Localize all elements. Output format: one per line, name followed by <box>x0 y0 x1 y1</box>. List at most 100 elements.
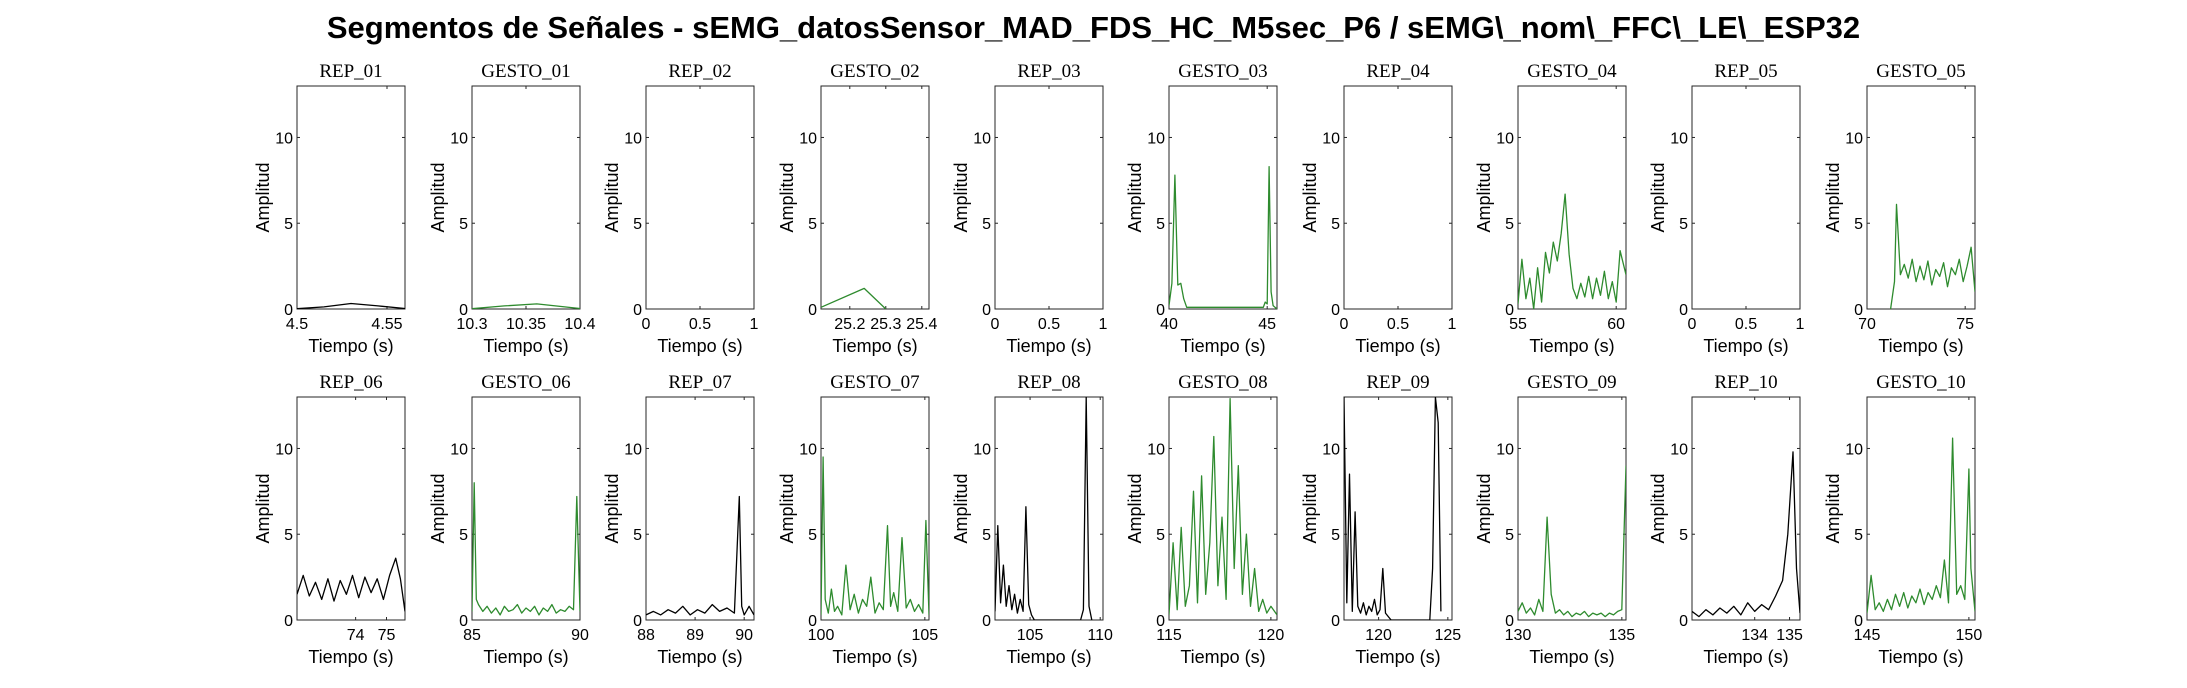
subplot-title: GESTO_01 <box>481 61 570 82</box>
x-tick-label: 90 <box>571 627 589 644</box>
y-tick-label: 5 <box>1505 527 1514 544</box>
y-tick-label: 10 <box>799 130 817 147</box>
y-tick-label: 0 <box>982 613 991 630</box>
y-axis-label: Amplitud <box>951 162 971 232</box>
x-axis-label: Tiempo (s) <box>1180 647 1265 667</box>
x-axis-label: Tiempo (s) <box>1006 647 1091 667</box>
y-tick-label: 10 <box>624 441 642 458</box>
y-tick-label: 5 <box>1505 216 1514 233</box>
y-tick-label: 0 <box>459 302 468 319</box>
x-axis-label: Tiempo (s) <box>1180 336 1265 356</box>
y-axis-label: Amplitud <box>1474 473 1494 543</box>
figure-title: Segmentos de Señales - sEMG_datosSensor_… <box>326 10 1861 45</box>
axes-box <box>1168 85 1278 310</box>
x-axis-label: Tiempo (s) <box>308 336 393 356</box>
x-tick-label: 145 <box>1854 627 1881 644</box>
x-axis-label: Tiempo (s) <box>308 647 393 667</box>
signal-line <box>297 557 405 612</box>
x-tick-label: 115 <box>1156 627 1182 644</box>
y-axis-label: Amplitud <box>428 473 448 543</box>
x-axis-label: Tiempo (s) <box>1878 336 1963 356</box>
x-tick-label: 25.4 <box>906 316 937 333</box>
x-tick-label: 0.5 <box>1038 316 1060 333</box>
x-tick-label: 110 <box>1087 627 1113 644</box>
axes-box <box>820 396 930 621</box>
y-tick-label: 10 <box>1845 441 1863 458</box>
x-axis-label: Tiempo (s) <box>657 647 742 667</box>
axes-box <box>1343 396 1453 621</box>
axes-box <box>820 85 930 310</box>
y-tick-label: 0 <box>1156 613 1165 630</box>
axes-box <box>1517 396 1627 621</box>
subplot-19: REP_10 134 135 0 5 10 Tiempo (s) Amplitud <box>1648 372 1803 667</box>
y-tick-label: 0 <box>1854 302 1863 319</box>
y-axis-label: Amplitud <box>602 162 622 232</box>
axes-box <box>1691 396 1801 621</box>
x-tick-label: 70 <box>1858 316 1876 333</box>
x-tick-label: 89 <box>686 627 704 644</box>
y-tick-label: 5 <box>1331 527 1340 544</box>
y-tick-label: 5 <box>633 216 642 233</box>
x-tick-label: 25.2 <box>834 316 865 333</box>
x-tick-label: 100 <box>808 627 835 644</box>
signal-line <box>646 495 754 616</box>
signal-line <box>821 456 929 616</box>
subplot-12: GESTO_06 85 90 0 5 10 Tiempo (s) Amplitud <box>428 372 589 667</box>
x-axis-label: Tiempo (s) <box>1703 647 1788 667</box>
axes-box <box>1343 85 1453 310</box>
axes-box <box>1691 85 1801 310</box>
y-tick-label: 5 <box>1679 216 1688 233</box>
y-axis-label: Amplitud <box>1823 473 1843 543</box>
y-tick-label: 0 <box>284 302 293 319</box>
y-tick-label: 10 <box>1322 441 1340 458</box>
signal-line <box>1518 465 1626 618</box>
signal-line <box>472 303 580 309</box>
axes-box <box>645 396 755 621</box>
y-axis-label: Amplitud <box>253 473 273 543</box>
y-tick-label: 0 <box>1156 302 1165 319</box>
x-axis-label: Tiempo (s) <box>1529 336 1614 356</box>
y-tick-label: 0 <box>1505 613 1514 630</box>
x-tick-label: 125 <box>1434 627 1461 644</box>
y-tick-label: 5 <box>808 527 817 544</box>
axes-box <box>471 85 581 310</box>
x-tick-label: 105 <box>1017 627 1044 644</box>
x-tick-label: 55 <box>1509 316 1527 333</box>
x-tick-label: 4.55 <box>371 316 402 333</box>
subplot-title: GESTO_07 <box>830 372 919 393</box>
x-tick-label: 135 <box>1608 627 1635 644</box>
axes-box <box>296 85 406 310</box>
signal-line <box>1889 203 1975 309</box>
y-axis-label: Amplitud <box>602 473 622 543</box>
subplot-title: GESTO_02 <box>830 61 919 82</box>
y-tick-label: 10 <box>1496 441 1514 458</box>
signal-line <box>1169 398 1277 616</box>
x-axis-label: Tiempo (s) <box>483 647 568 667</box>
y-tick-label: 10 <box>275 130 293 147</box>
x-tick-label: 40 <box>1160 316 1178 333</box>
y-tick-label: 10 <box>1147 441 1165 458</box>
subplot-title: GESTO_09 <box>1527 372 1616 393</box>
y-axis-label: Amplitud <box>951 473 971 543</box>
y-tick-label: 5 <box>284 527 293 544</box>
y-axis-label: Amplitud <box>777 473 797 543</box>
subplot-14: GESTO_07 100 105 0 5 10 Tiempo (s) Amplitud <box>777 372 938 667</box>
signal-line <box>1692 451 1800 618</box>
subplot-16: GESTO_08 115 120 0 5 10 Tiempo (s) Amplitud <box>1125 372 1284 667</box>
subplot-4: GESTO_02 25.2 25.3 25.4 0 5 10 Tiempo (s) Amplit… <box>777 61 937 356</box>
subplot-title: GESTO_06 <box>481 372 570 393</box>
x-tick-label: 0 <box>642 316 651 333</box>
x-tick-label: 0 <box>991 316 1000 333</box>
subplot-title: REP_07 <box>668 372 731 393</box>
x-tick-label: 0.5 <box>1387 316 1409 333</box>
subplot-2: GESTO_01 10.3 10.35 10.4 0 5 10 Tiempo (s) Ampli… <box>428 61 596 356</box>
y-tick-label: 10 <box>275 441 293 458</box>
y-tick-label: 10 <box>973 441 991 458</box>
subplot-title: REP_01 <box>319 61 382 82</box>
subplot-15: REP_08 105 110 0 5 10 Tiempo (s) Amplitud <box>951 372 1113 667</box>
x-tick-label: 85 <box>463 627 481 644</box>
y-tick-label: 10 <box>1845 130 1863 147</box>
